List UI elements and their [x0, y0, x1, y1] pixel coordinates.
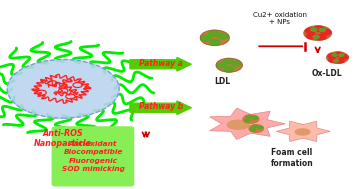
Circle shape — [329, 58, 336, 62]
Text: Pathway a: Pathway a — [139, 59, 183, 68]
Circle shape — [252, 116, 258, 119]
Circle shape — [327, 52, 348, 63]
Circle shape — [321, 30, 331, 35]
Circle shape — [334, 60, 339, 62]
Circle shape — [313, 35, 319, 39]
Ellipse shape — [227, 120, 249, 129]
FancyArrow shape — [130, 57, 191, 71]
Text: LDL: LDL — [214, 77, 230, 86]
Polygon shape — [210, 108, 285, 139]
Circle shape — [258, 126, 263, 129]
Circle shape — [208, 30, 219, 36]
Circle shape — [243, 115, 259, 123]
Circle shape — [252, 125, 257, 128]
Circle shape — [311, 28, 317, 31]
Circle shape — [316, 35, 326, 40]
Text: Anti-ROS
Nanoparticle: Anti-ROS Nanoparticle — [34, 129, 92, 148]
Circle shape — [328, 54, 336, 58]
Circle shape — [246, 115, 252, 118]
FancyBboxPatch shape — [52, 126, 134, 187]
Text: Ox-LDL: Ox-LDL — [312, 69, 342, 78]
Circle shape — [335, 52, 343, 56]
Circle shape — [201, 35, 212, 41]
Circle shape — [244, 119, 250, 122]
Circle shape — [224, 67, 234, 72]
Circle shape — [7, 60, 119, 118]
Text: Foam cell
formation: Foam cell formation — [271, 148, 313, 168]
Text: Cu2+ oxidation
+ NPs: Cu2+ oxidation + NPs — [253, 12, 307, 25]
Ellipse shape — [295, 129, 310, 135]
Circle shape — [314, 26, 324, 31]
FancyArrow shape — [130, 101, 191, 115]
Circle shape — [251, 129, 256, 131]
Circle shape — [305, 28, 315, 33]
Text: Antioxidant
Biocompatible
Fluorogenic
SOD mimicking: Antioxidant Biocompatible Fluorogenic SO… — [62, 141, 125, 172]
Circle shape — [249, 125, 264, 132]
Circle shape — [200, 30, 229, 45]
Polygon shape — [276, 121, 330, 142]
Circle shape — [231, 61, 242, 66]
Circle shape — [217, 63, 226, 68]
Circle shape — [319, 28, 325, 32]
Circle shape — [336, 59, 344, 63]
Circle shape — [332, 54, 337, 56]
Circle shape — [306, 34, 317, 39]
Circle shape — [209, 40, 220, 45]
Circle shape — [340, 55, 348, 59]
Circle shape — [304, 26, 331, 40]
Circle shape — [217, 33, 228, 39]
Circle shape — [216, 58, 242, 72]
Circle shape — [339, 54, 344, 57]
Text: Pathway b: Pathway b — [139, 102, 183, 111]
Circle shape — [223, 59, 233, 64]
